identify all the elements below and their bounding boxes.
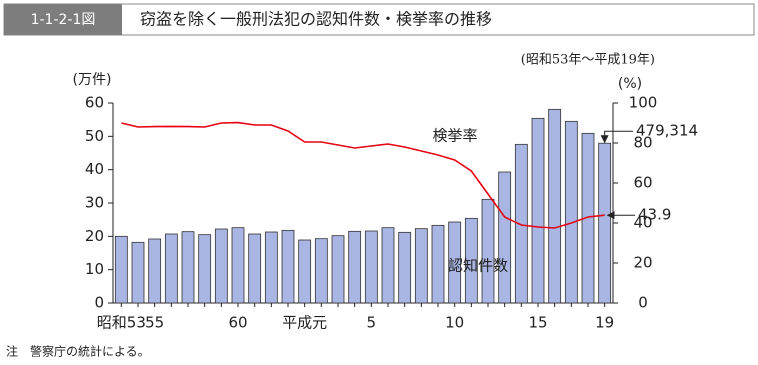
bar [331, 235, 345, 304]
bar [214, 228, 228, 304]
x-tick-label: 19 [595, 314, 614, 332]
bar [398, 231, 412, 304]
bar [298, 239, 312, 304]
line [121, 121, 605, 229]
figure-number: 1-1-2-1図 [31, 12, 96, 28]
bar [248, 233, 262, 304]
y2-axis-label: (%) [618, 76, 642, 92]
y-tick-label: 60 [85, 94, 104, 112]
bar [431, 224, 445, 304]
bar [581, 132, 595, 304]
bar [114, 235, 128, 304]
bar [514, 143, 528, 304]
value-label: 479,314 [636, 122, 698, 140]
bar [381, 227, 395, 304]
bar [548, 108, 562, 304]
y-tick-label: 40 [85, 160, 104, 178]
bar [164, 233, 178, 304]
bar [464, 217, 478, 304]
y-tick-label: 50 [85, 127, 104, 145]
bar [198, 234, 212, 304]
y2-tick-label: 80 [633, 134, 652, 152]
bar [231, 227, 245, 304]
bar [481, 198, 495, 304]
x-tick-label: 平成元 [282, 314, 327, 332]
y-axis-label: (万件) [73, 72, 112, 88]
bar [564, 120, 578, 304]
bar [131, 241, 145, 304]
bar [498, 171, 512, 304]
bar [598, 142, 612, 304]
y2-tick-label: 40 [633, 214, 652, 232]
y2-tick-label: 60 [633, 174, 652, 192]
y2-tick-label: 0 [638, 294, 648, 312]
y2-tick-label: 20 [633, 254, 652, 272]
bar [281, 229, 295, 304]
y2-tick-label: 100 [629, 94, 658, 112]
bar [448, 221, 462, 304]
series-label: 検挙率 [432, 127, 477, 145]
x-tick-label: 10 [445, 314, 464, 332]
bar [348, 230, 362, 304]
x-tick-label: 5 [367, 314, 377, 332]
figure-number-box [4, 4, 122, 35]
x-tick-label: 15 [528, 314, 547, 332]
x-tick-label: 60 [228, 314, 247, 332]
y-tick-label: 20 [85, 227, 104, 245]
annotation-arrow [600, 130, 633, 144]
bar [364, 230, 378, 304]
bar [314, 238, 328, 304]
x-tick-label: 55 [145, 314, 164, 332]
y-tick-label: 0 [94, 294, 104, 312]
bar [181, 231, 195, 304]
y-tick-label: 30 [85, 194, 104, 212]
bar [531, 117, 545, 304]
bar [264, 231, 278, 304]
x-tick-label: 昭和53 [97, 314, 146, 332]
note: 注 警察庁の統計による。 [6, 344, 150, 359]
bar [414, 228, 428, 304]
series-label: 認知件数 [448, 257, 508, 275]
chart-title: 窃盗を除く一般刑法犯の認知件数・検挙率の推移 [140, 10, 492, 29]
bar [148, 238, 162, 304]
value-label: 43.9 [638, 206, 671, 224]
y-tick-label: 10 [85, 260, 104, 278]
subtitle: (昭和53年～平成19年) [521, 53, 655, 68]
